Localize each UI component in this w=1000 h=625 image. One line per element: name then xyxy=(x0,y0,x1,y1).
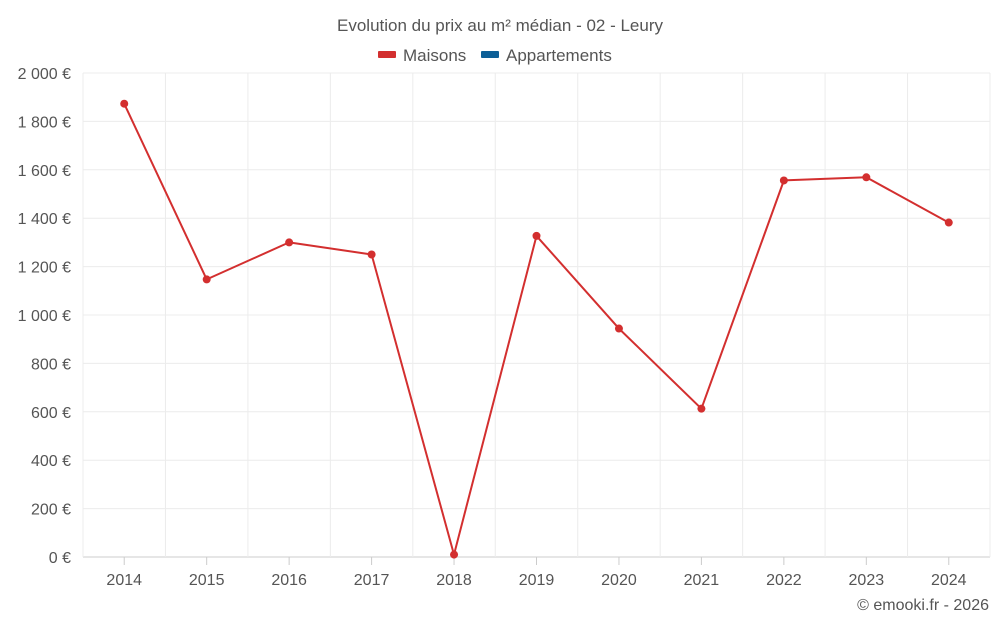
y-tick-label: 1 400 € xyxy=(18,211,71,228)
data-point-maisons[interactable] xyxy=(862,173,871,182)
x-tick-label: 2015 xyxy=(189,572,225,589)
x-tick-label: 2021 xyxy=(684,572,720,589)
y-tick-label: 2 000 € xyxy=(18,66,71,83)
y-tick-label: 1 000 € xyxy=(18,308,71,325)
data-point-maisons[interactable] xyxy=(285,238,294,247)
grid xyxy=(82,72,991,558)
x-tick-label: 2023 xyxy=(849,572,885,589)
data-point-maisons[interactable] xyxy=(532,231,541,240)
data-point-maisons[interactable] xyxy=(120,99,129,108)
y-tick-label: 800 € xyxy=(31,356,71,373)
x-tick-label: 2018 xyxy=(436,572,472,589)
legend-label-appartements: Appartements xyxy=(506,46,612,65)
x-tick-label: 2019 xyxy=(519,572,555,589)
y-tick-label: 0 € xyxy=(49,550,71,567)
y-tick-label: 600 € xyxy=(31,405,71,422)
x-tick-label: 2024 xyxy=(931,572,967,589)
y-axis: 0 € 200 € 400 € 600 € 800 € 1 000 € 1 200 € 1 4… xyxy=(18,66,71,567)
x-tick-label: 2016 xyxy=(271,572,307,589)
data-point-maisons[interactable] xyxy=(450,550,459,559)
credit-text: © emooki.fr - 2026 xyxy=(857,597,989,614)
legend-item-appartements[interactable]: Appartements xyxy=(481,46,612,65)
data-point-maisons[interactable] xyxy=(779,176,788,185)
data-point-maisons[interactable] xyxy=(697,404,706,413)
y-tick-label: 200 € xyxy=(31,502,71,519)
data-point-maisons[interactable] xyxy=(202,275,211,284)
y-tick-label: 400 € xyxy=(31,453,71,470)
x-tick-label: 2014 xyxy=(106,572,142,589)
legend: Maisons Appartements xyxy=(378,46,612,65)
y-tick-label: 1 200 € xyxy=(18,260,71,277)
legend-swatch-maisons xyxy=(378,51,396,58)
y-tick-label: 1 600 € xyxy=(18,163,71,180)
chart-title: Evolution du prix au m² médian - 02 - Le… xyxy=(337,16,663,35)
x-tick-label: 2017 xyxy=(354,572,390,589)
data-point-maisons[interactable] xyxy=(367,250,376,259)
data-point-maisons[interactable] xyxy=(944,218,953,227)
legend-swatch-appartements xyxy=(481,51,499,58)
data-point-maisons[interactable] xyxy=(614,324,623,333)
legend-label-maisons: Maisons xyxy=(403,46,466,65)
y-tick-label: 1 800 € xyxy=(18,114,71,131)
x-axis: 2014 2015 2016 2017 2018 2019 2020 2021 2022 2023… xyxy=(106,557,967,589)
x-tick-label: 2022 xyxy=(766,572,802,589)
legend-item-maisons[interactable]: Maisons xyxy=(378,46,466,65)
x-tick-label: 2020 xyxy=(601,572,637,589)
series-layer xyxy=(120,99,953,559)
